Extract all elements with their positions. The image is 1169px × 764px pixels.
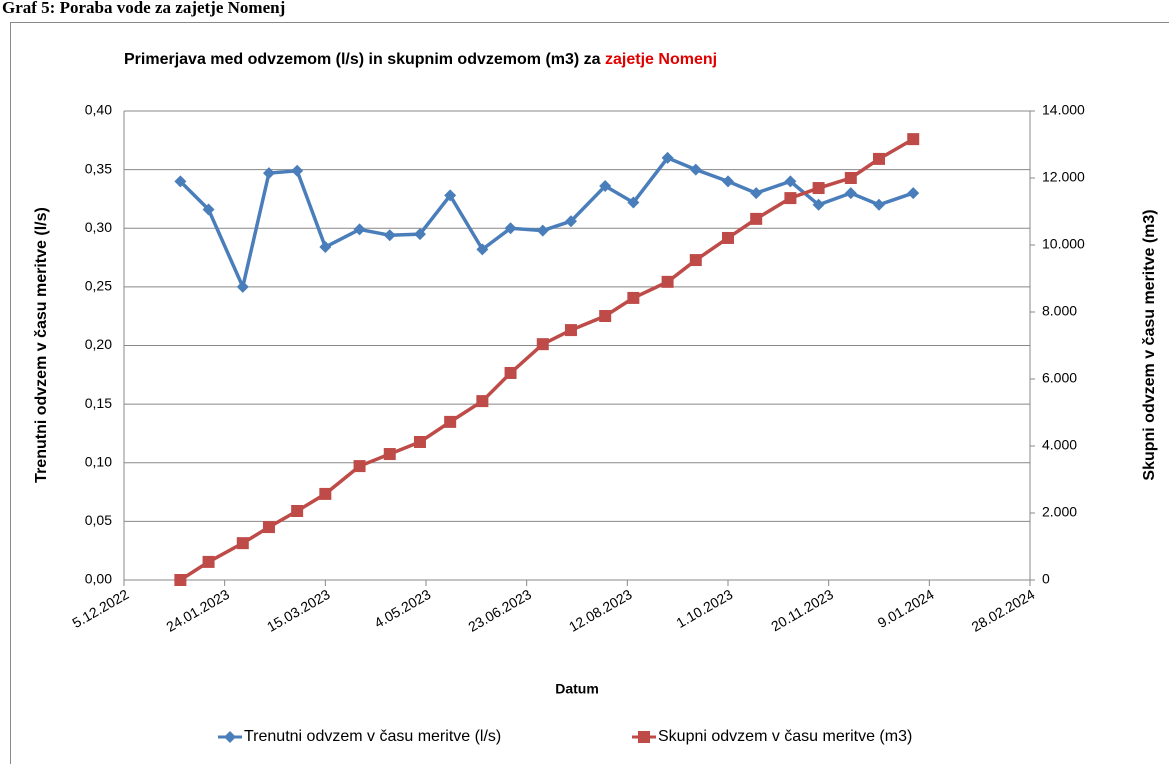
data-point: [812, 198, 825, 211]
y2-tick-label: 12.000: [1042, 169, 1085, 185]
series-line: [179, 155, 914, 293]
data-point: [536, 338, 549, 351]
data-point: [784, 192, 797, 205]
y-tick-label: 0,25: [85, 278, 112, 294]
data-point: [174, 175, 187, 188]
data-point: [236, 280, 249, 293]
data-point: [689, 254, 702, 267]
data-point: [383, 448, 396, 461]
y2-tick-label: 8.000: [1042, 303, 1077, 319]
data-point: [202, 203, 215, 216]
data-point: [844, 172, 857, 184]
data-point: [784, 175, 797, 188]
data-point: [627, 196, 640, 209]
data-point: [689, 163, 702, 176]
data-point: [750, 187, 763, 200]
data-point: [661, 151, 674, 164]
data-point: [599, 310, 612, 323]
chart-title: Primerjava med odvzemom (l/s) in skupnim…: [124, 51, 717, 68]
data-point: [873, 152, 885, 165]
x-tick-label: 24.01.2023: [163, 586, 232, 635]
y-tick-label: 0,35: [85, 160, 112, 176]
y-tick-label: 0,20: [85, 336, 112, 352]
data-point: [413, 228, 426, 241]
data-point: [476, 395, 489, 408]
data-point: [627, 291, 640, 304]
data-point: [661, 275, 674, 288]
data-point: [844, 187, 857, 200]
data-point: [291, 164, 304, 177]
y-tick-label: 0,30: [85, 219, 112, 235]
x-tick-label: 20.11.2023: [768, 586, 836, 634]
data-point: [236, 537, 249, 550]
x-tick-label: 9.01.2024: [875, 586, 937, 631]
y2-tick-label: 2.000: [1042, 504, 1077, 520]
data-point: [262, 521, 275, 534]
data-point: [383, 229, 396, 242]
data-point: [174, 574, 187, 586]
data-point: [504, 366, 517, 379]
legend-label: Trenutni odvzem v času meritve (l/s): [244, 728, 501, 745]
y-axis-label: Trenutni odvzem v času meritve (l/s): [33, 207, 50, 483]
data-point: [599, 180, 612, 193]
y2-tick-label: 10.000: [1042, 236, 1085, 252]
data-point: [907, 187, 920, 200]
x-axis-label: Datum: [555, 681, 599, 697]
x-tick-label: 1.10.2023: [673, 586, 735, 631]
data-point: [504, 222, 517, 235]
series-line: [179, 137, 915, 582]
x-tick-label: 4.05.2023: [371, 586, 433, 631]
y2-tick-label: 14.000: [1042, 102, 1085, 118]
chart-border: [10, 22, 1169, 764]
x-tick-label: 15.03.2023: [264, 586, 333, 635]
x-tick-label: 12.08.2023: [566, 586, 635, 635]
title-part: Primerjava med odvzemom (l/s) in skupnim…: [124, 51, 601, 68]
data-point: [722, 231, 734, 244]
caption: Graf 5: Poraba vode za zajetje Nomenj: [2, 0, 285, 17]
data-point: [750, 212, 763, 225]
legend-marker: [224, 731, 236, 743]
data-point: [291, 504, 304, 517]
data-point: [262, 167, 275, 180]
y-tick-label: 0,00: [85, 571, 112, 587]
data-point: [444, 415, 457, 428]
legend-marker: [638, 731, 650, 743]
y-tick-label: 0,15: [85, 395, 112, 411]
x-tick-label: 28.02.2024: [969, 586, 1038, 635]
data-point: [444, 189, 457, 202]
data-point: [413, 435, 426, 448]
legend-label: Skupni odvzem v času meritve (m3): [658, 728, 912, 745]
y2-tick-label: 4.000: [1042, 437, 1077, 453]
data-point: [353, 460, 366, 473]
y2-tick-label: 0: [1042, 571, 1050, 587]
data-point: [722, 175, 734, 188]
data-point: [319, 487, 332, 500]
x-tick-label: 5.12.2022: [69, 586, 131, 631]
y2-axis-label: Skupni odvzem v času meritve (m3): [1141, 209, 1158, 480]
data-point: [564, 324, 577, 337]
y2-tick-label: 6.000: [1042, 370, 1077, 386]
x-tick-label: 23.06.2023: [465, 586, 534, 635]
y-tick-label: 0,10: [85, 453, 112, 469]
data-point: [536, 224, 549, 237]
data-point: [319, 241, 332, 254]
data-point: [812, 182, 825, 195]
data-point: [476, 243, 489, 256]
data-point: [353, 223, 366, 236]
title-highlight: zajetje Nomenj: [605, 51, 717, 68]
y-tick-label: 0,40: [85, 102, 112, 118]
data-point: [564, 215, 577, 228]
data-point: [202, 555, 215, 568]
y-tick-label: 0,05: [85, 512, 112, 528]
data-point: [907, 133, 920, 146]
data-point: [873, 198, 885, 211]
